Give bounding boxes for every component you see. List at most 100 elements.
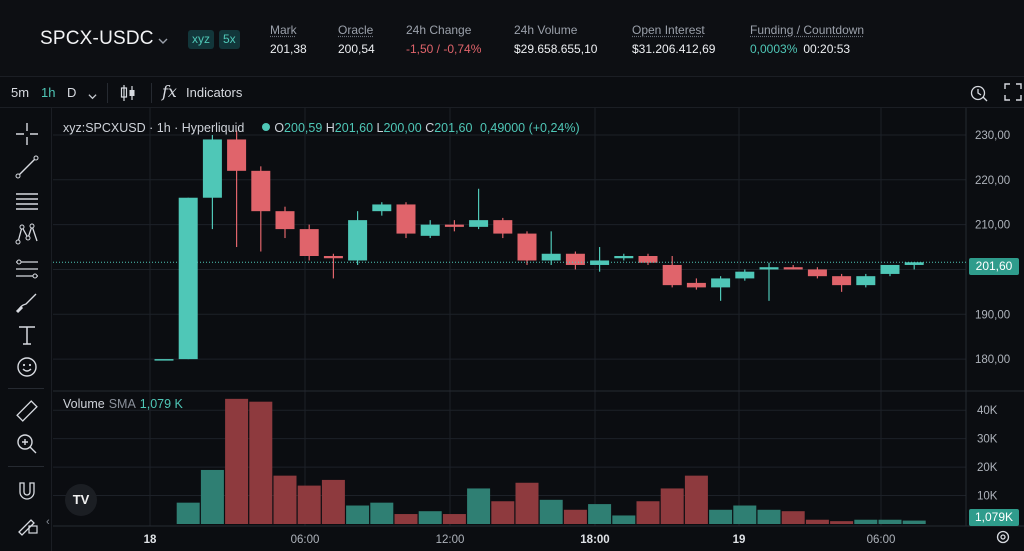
last-price-badge: 201,60 <box>969 258 1019 275</box>
fib-icon[interactable] <box>14 256 40 282</box>
candle-body <box>662 264 682 286</box>
legend-open: 200,59 <box>284 121 323 135</box>
magnet-icon[interactable] <box>14 478 40 504</box>
legend-close-label: C <box>425 121 435 135</box>
volume-bar <box>709 509 733 524</box>
candle-body <box>202 139 222 198</box>
leverage-tag[interactable]: 5x <box>219 30 240 49</box>
price-tick-label: 220,00 <box>975 175 1010 187</box>
volume-bar <box>612 515 636 524</box>
volume-bar <box>563 509 587 524</box>
price-tick-label: 230,00 <box>975 130 1010 142</box>
legend-low: 200,00 <box>383 121 422 135</box>
chevron-down-icon[interactable] <box>158 33 168 44</box>
lock-draw-icon[interactable] <box>14 511 40 537</box>
stat-24h-volume: 24h Volume $29.658.655,10 <box>514 23 597 56</box>
chart-area[interactable]: 230,00 220,00 210,00 200,00 190,00 180,00 40K 3… <box>53 108 1024 551</box>
time-tick-label: 19 <box>733 534 746 546</box>
horizontal-lines-icon[interactable] <box>14 188 40 214</box>
volume-bar <box>442 514 466 524</box>
candle-body <box>323 256 343 259</box>
timeframe-1h[interactable]: 1h <box>41 85 56 100</box>
candle-body <box>614 256 634 259</box>
replay-icon[interactable] <box>969 83 989 108</box>
candle-body <box>759 267 779 270</box>
stat-oracle-value: 200,54 <box>338 42 375 56</box>
timeframe-chevron-icon[interactable] <box>88 88 97 106</box>
volume-bar <box>660 488 684 524</box>
stat-funding-label[interactable]: Funding / Countdown <box>750 23 865 37</box>
tradingview-logo[interactable]: TV <box>65 484 97 516</box>
volume-bar <box>321 479 345 524</box>
market-header: SPCX-USDC xyz 5x Mark 201,38 Oracle 200,… <box>0 0 1024 76</box>
chart-toolbar: 5m 1h D fx Indicators <box>0 76 1024 108</box>
candle-body <box>880 264 900 274</box>
emoji-icon[interactable] <box>14 354 40 380</box>
toolbar-divider <box>107 83 108 103</box>
volume-bar <box>684 475 708 524</box>
candle-body <box>856 276 876 286</box>
candle-body <box>832 276 852 286</box>
candle-body <box>178 197 198 360</box>
last-volume-badge: 1,079K <box>969 509 1019 526</box>
candle-body <box>711 278 731 288</box>
candle-body <box>517 233 537 261</box>
volume-bar <box>636 501 660 524</box>
legend-high-label: H <box>325 121 335 135</box>
stat-mark: Mark 201,38 <box>270 23 307 56</box>
trend-line-icon[interactable] <box>14 154 40 180</box>
stat-mark-label[interactable]: Mark <box>270 23 297 37</box>
volume-bar <box>491 501 515 524</box>
candle-body <box>348 220 368 261</box>
status-dot-icon <box>262 123 271 131</box>
candle-body <box>469 220 489 227</box>
timeframe-5m[interactable]: 5m <box>11 85 30 100</box>
timeframe-d[interactable]: D <box>67 85 77 100</box>
price-tick-label: 190,00 <box>975 309 1010 321</box>
pair-selector[interactable]: SPCX-USDC <box>40 28 154 49</box>
pattern-icon[interactable] <box>14 221 40 247</box>
text-icon[interactable] <box>14 322 40 348</box>
candle-body <box>275 211 295 230</box>
volume-legend: Volume SMA 1,079 K <box>63 397 183 411</box>
volume-bar <box>781 511 805 524</box>
volume-bar <box>805 519 829 524</box>
time-tick-label: 06:00 <box>291 534 320 546</box>
volume-bar <box>830 521 854 524</box>
candle-body <box>251 170 271 212</box>
crosshair-icon[interactable] <box>14 121 40 147</box>
volume-sma-label: SMA <box>108 397 136 411</box>
stat-24h-volume-value: $29.658.655,10 <box>514 42 598 56</box>
fx-icon[interactable]: fx <box>162 82 177 101</box>
candle-body <box>541 253 561 261</box>
volume-bar <box>515 482 539 524</box>
price-tick-label: 180,00 <box>975 354 1010 366</box>
legend-open-label: O <box>274 121 285 135</box>
indicators-button[interactable]: Indicators <box>186 85 243 100</box>
candle-body <box>396 204 416 234</box>
stat-oracle-label[interactable]: Oracle <box>338 23 374 37</box>
candle-type-icon[interactable] <box>118 83 138 108</box>
stat-open-interest-label[interactable]: Open Interest <box>632 23 705 37</box>
volume-bar <box>225 398 249 524</box>
chart-settings-icon[interactable] <box>995 529 1011 550</box>
drawing-toolbar: ‹ <box>0 108 52 551</box>
time-tick-label: 18 <box>144 534 157 546</box>
legend-change: 0,49000 (+0,24%) <box>479 121 580 135</box>
stat-open-interest-value: $31.206.412,69 <box>632 42 716 56</box>
volume-bar <box>878 519 902 524</box>
fullscreen-icon[interactable] <box>1004 83 1022 106</box>
volume-tick-label: 10K <box>977 491 998 503</box>
candlestick-chart[interactable]: 230,00 220,00 210,00 200,00 190,00 180,00 40K 3… <box>53 108 1024 551</box>
brush-icon[interactable] <box>14 289 40 315</box>
zoom-in-icon[interactable] <box>14 431 40 457</box>
candle-body <box>299 229 319 256</box>
stat-oracle: Oracle 200,54 <box>338 23 375 56</box>
candle-body <box>444 224 464 227</box>
ruler-icon[interactable] <box>14 398 40 424</box>
volume-bar <box>539 499 563 524</box>
volume-bar <box>370 502 394 524</box>
candle-body <box>783 267 803 270</box>
collapse-chevron-icon[interactable]: ‹ <box>46 516 50 528</box>
candle-body <box>227 139 247 171</box>
